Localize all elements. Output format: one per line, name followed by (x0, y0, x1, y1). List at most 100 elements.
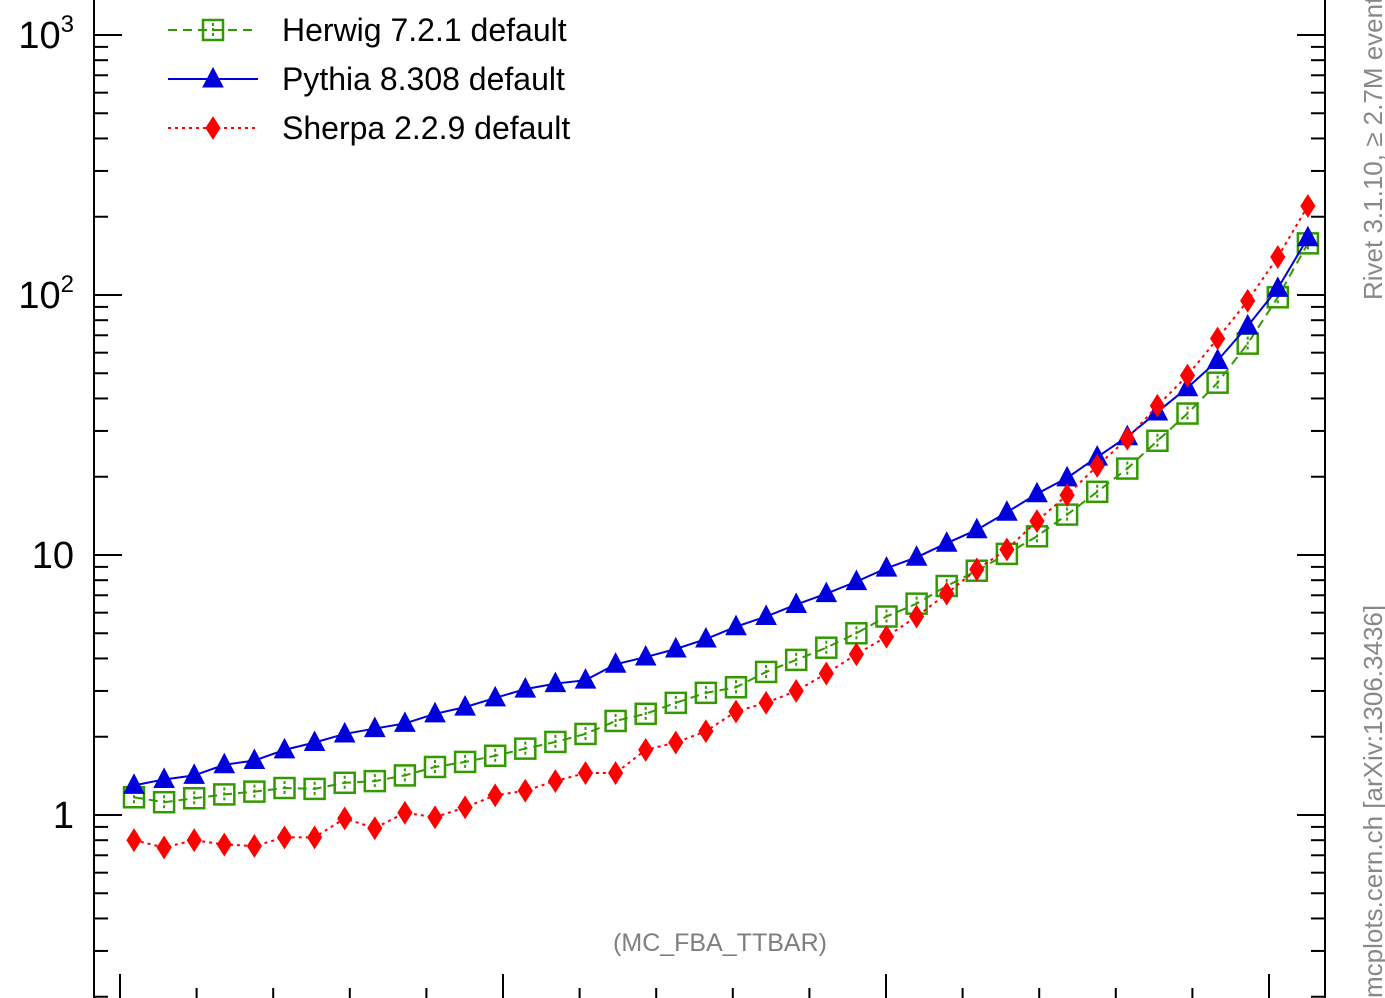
data-point (243, 748, 266, 770)
data-point (307, 825, 323, 850)
data-point (393, 764, 417, 787)
data-point (604, 709, 627, 733)
data-point (394, 711, 416, 732)
data-point (276, 825, 293, 850)
data-point (695, 626, 717, 648)
data-point (123, 773, 145, 794)
data-point (213, 752, 236, 774)
plot-frame (93, 0, 1326, 998)
data-point (333, 771, 356, 795)
data-point (1085, 480, 1109, 504)
data-point (183, 763, 206, 784)
data-point (664, 636, 687, 658)
series-line (133, 237, 1309, 787)
data-point (424, 701, 446, 723)
data-point (1149, 393, 1165, 418)
data-point (905, 545, 928, 566)
data-point (1029, 509, 1045, 534)
data-point (574, 668, 597, 689)
data-point (453, 750, 477, 774)
legend-marker (202, 66, 224, 88)
data-point (1116, 457, 1139, 480)
data-point (1236, 313, 1259, 335)
data-point (1059, 483, 1075, 508)
data-point (755, 604, 777, 626)
data-point (517, 778, 533, 803)
data-point (156, 835, 172, 860)
data-point (754, 660, 778, 684)
data-point (333, 721, 356, 743)
mcplots-source-text: mcplots.cern.ch [arXiv:1306.3436] (1358, 605, 1385, 998)
data-point (1119, 426, 1135, 451)
data-point (638, 737, 654, 762)
data-point (815, 581, 838, 603)
legend-label: Pythia 8.308 default (282, 61, 565, 97)
y-tick-label: 10 (32, 535, 74, 577)
data-point (152, 790, 176, 814)
data-point (574, 722, 597, 746)
data-point (1089, 454, 1105, 478)
data-point (273, 776, 296, 800)
data-point (1176, 402, 1199, 425)
data-point (367, 816, 383, 841)
legend: Herwig 7.2.1 default Pythia 8.308 default… (168, 12, 570, 146)
data-point (213, 783, 236, 806)
data-point (186, 828, 202, 853)
legend-marker (205, 116, 221, 140)
data-point (728, 699, 744, 724)
data-point (664, 691, 688, 715)
data-point (182, 786, 206, 810)
data-point (454, 695, 476, 716)
data-point (126, 828, 142, 853)
data-point (397, 800, 413, 825)
legend-marker (201, 18, 225, 42)
data-point (818, 661, 834, 686)
data-point (514, 677, 537, 698)
data-point (273, 737, 296, 759)
data-point (1297, 225, 1319, 247)
data-point (668, 730, 684, 755)
data-point (243, 780, 266, 803)
data-point (487, 783, 503, 808)
data-point (634, 644, 657, 666)
data-point (303, 730, 326, 752)
data-point (784, 648, 808, 672)
data-point (1300, 194, 1316, 218)
data-point (1210, 326, 1226, 351)
series-2 (126, 194, 1316, 860)
data-point (246, 834, 262, 858)
data-point (363, 716, 386, 738)
data-point (875, 556, 898, 577)
data-point (1056, 465, 1078, 487)
axis-ticks (94, 34, 1325, 998)
series-line (133, 242, 1309, 804)
y-tick-labels: 1 10 102 103 (18, 11, 74, 837)
data-point (483, 744, 507, 767)
data-point (427, 805, 443, 830)
data-point (1266, 276, 1289, 297)
data-point (577, 761, 594, 785)
data-point (788, 679, 804, 703)
data-point (909, 604, 925, 629)
data-point (694, 681, 718, 705)
data-point (547, 769, 563, 794)
data-point (514, 737, 537, 760)
data-point (1179, 363, 1196, 388)
data-point (999, 537, 1015, 562)
data-point (544, 730, 567, 754)
data-point (484, 685, 507, 707)
data-point (1026, 481, 1048, 503)
data-point (758, 690, 774, 715)
data-point (604, 652, 627, 673)
data-point (1240, 288, 1256, 313)
data-point (845, 569, 868, 591)
y-tick-label: 1 (53, 795, 74, 837)
data-point (544, 671, 567, 693)
data-point (996, 500, 1018, 521)
data-point (725, 614, 747, 636)
data-point (363, 769, 387, 793)
data-point (457, 795, 473, 820)
data-point (939, 581, 955, 606)
legend-label: Sherpa 2.2.9 default (282, 110, 570, 146)
